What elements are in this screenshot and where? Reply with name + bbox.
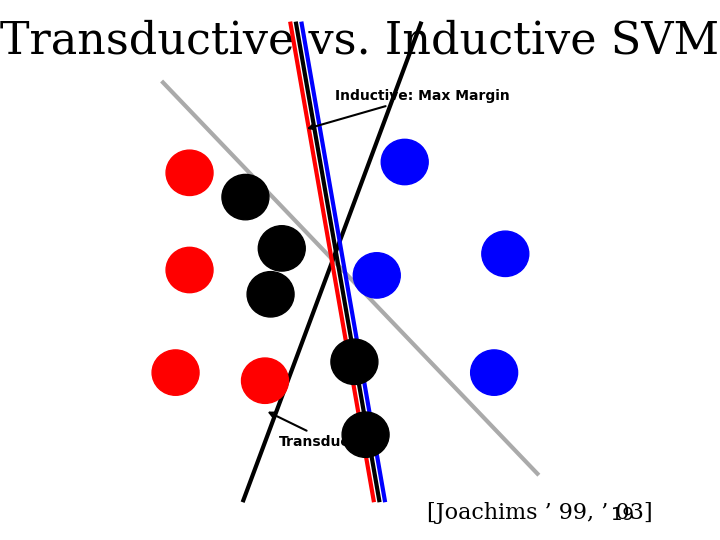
Circle shape xyxy=(381,139,428,185)
Text: Transductive vs. Inductive SVM: Transductive vs. Inductive SVM xyxy=(1,19,719,62)
Circle shape xyxy=(342,412,389,457)
Circle shape xyxy=(166,150,213,195)
Circle shape xyxy=(166,247,213,293)
Text: 19: 19 xyxy=(611,506,634,524)
Circle shape xyxy=(247,272,294,317)
Text: [Joachims ’ 99, ’ 03]: [Joachims ’ 99, ’ 03] xyxy=(427,502,653,524)
Circle shape xyxy=(354,253,400,298)
Circle shape xyxy=(331,339,378,384)
Circle shape xyxy=(222,174,269,220)
Circle shape xyxy=(482,231,528,276)
Text: Inductive: Max Margin: Inductive: Max Margin xyxy=(309,89,510,129)
Circle shape xyxy=(241,358,289,403)
Circle shape xyxy=(152,350,199,395)
Circle shape xyxy=(258,226,305,271)
Text: Transductive: Transductive xyxy=(269,413,379,449)
Circle shape xyxy=(471,350,518,395)
